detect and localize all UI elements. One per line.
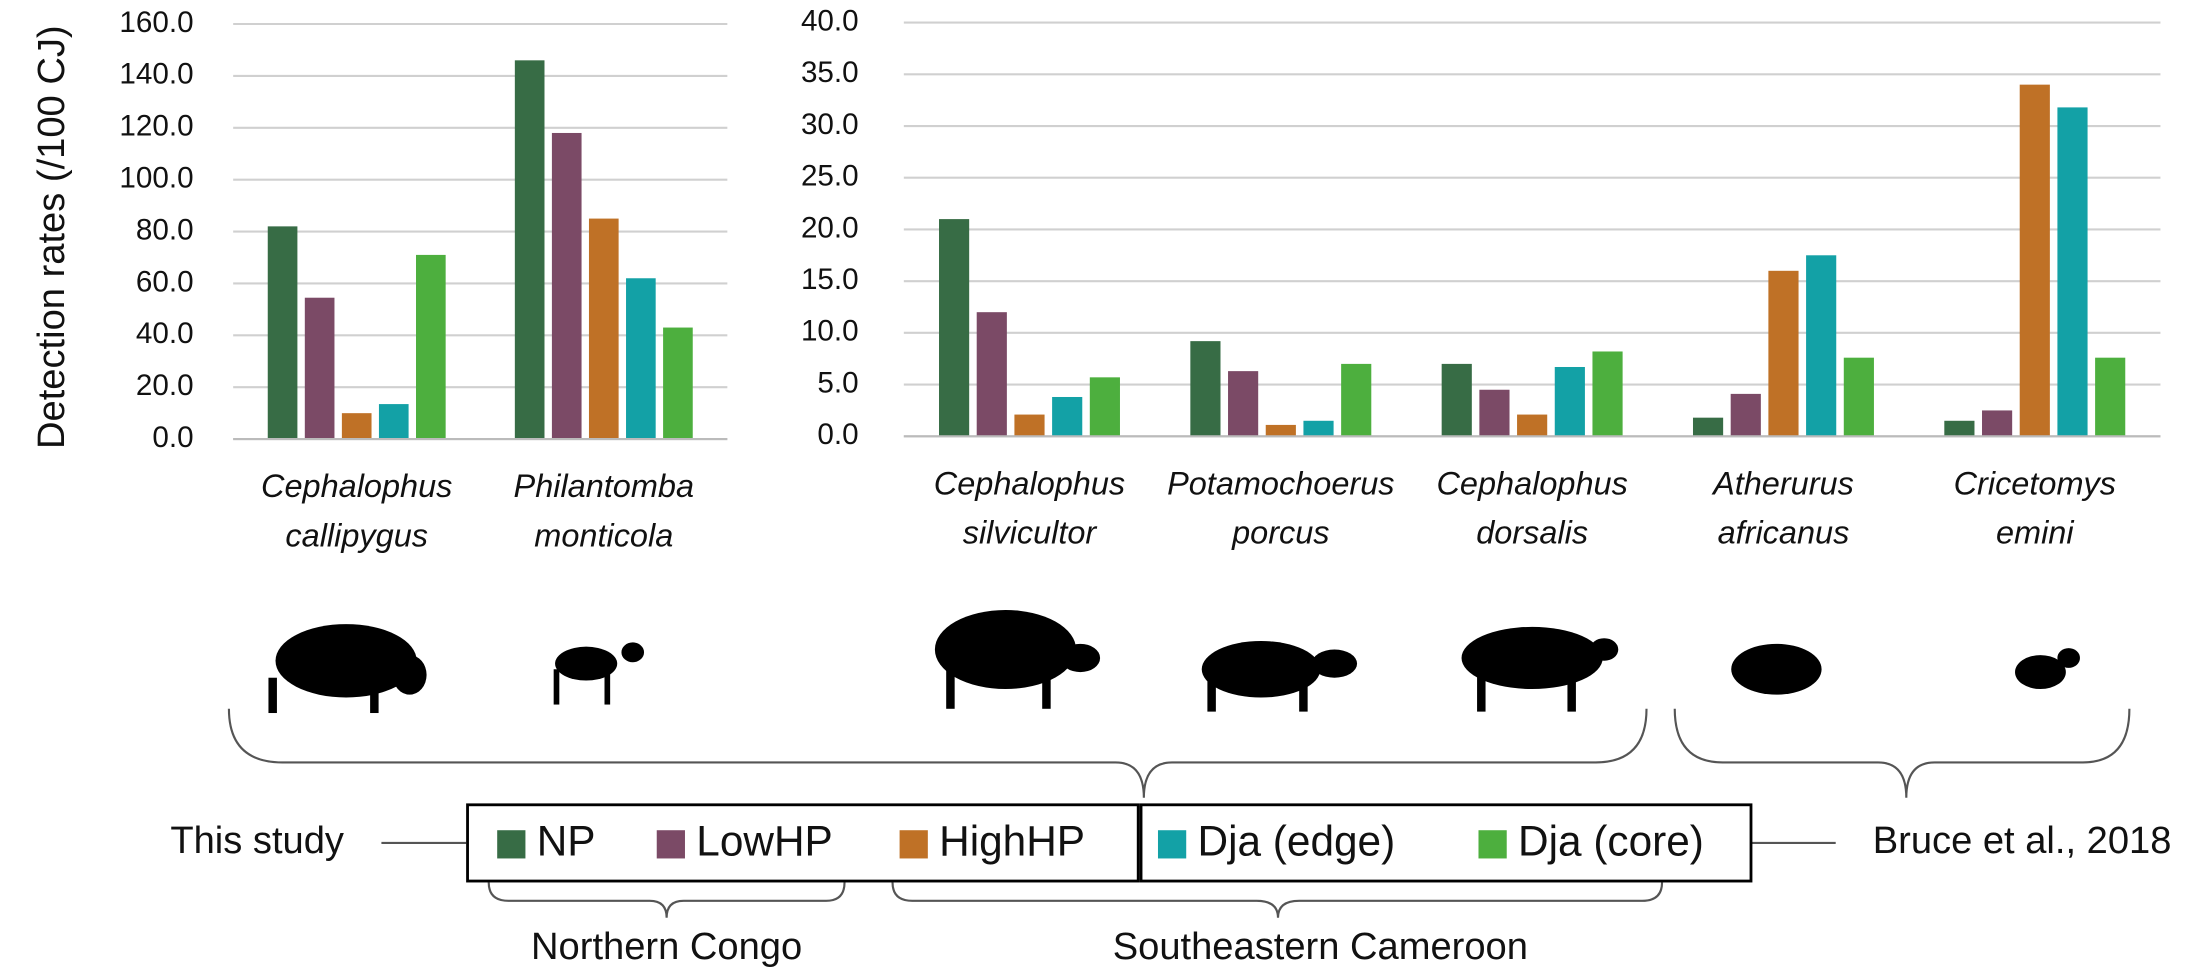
y-tick-label: 0.0 (817, 418, 858, 451)
bar (1944, 420, 1975, 437)
annotation: This study (170, 819, 344, 862)
y-tick-label: 5.0 (817, 366, 858, 399)
y-tick-label: 40.0 (801, 4, 859, 37)
bar (1441, 363, 1472, 437)
bar (588, 218, 619, 440)
bar (2057, 107, 2088, 437)
annotation: Northern Congo (531, 925, 802, 968)
x-tick-label: Atherurus (1711, 465, 1854, 501)
legend-box (466, 803, 1753, 883)
x-tick-label: Cephalophus (1436, 465, 1627, 501)
legend-swatch (1478, 830, 1507, 859)
legend-label: Dja (edge) (1198, 818, 1396, 865)
bar (1014, 414, 1045, 437)
y-tick-label: 160.0 (119, 6, 193, 39)
bar (341, 413, 372, 440)
x-tick-label: dorsalis (1476, 515, 1588, 551)
bar (1692, 417, 1724, 437)
x-tick-label: africanus (1718, 515, 1850, 551)
bar (1592, 351, 1623, 437)
bar (551, 132, 582, 440)
bar (267, 226, 298, 440)
bar (663, 327, 693, 440)
legend-swatch (497, 830, 526, 859)
x-tick-label: Cephalophus (934, 465, 1125, 501)
y-tick-label: 35.0 (801, 56, 859, 89)
bar (378, 404, 409, 440)
y-tick-label: 20.0 (801, 211, 859, 244)
bar (1768, 270, 1799, 437)
legend-label: NP (537, 818, 596, 865)
x-tick-label: emini (1996, 515, 2074, 551)
x-tick-label: callipygus (285, 518, 428, 554)
y-tick-label: 120.0 (119, 110, 193, 143)
bar (1341, 363, 1372, 437)
bar (514, 60, 545, 440)
braces (227, 708, 2131, 918)
y-tick-label: 140.0 (119, 58, 193, 91)
bar (1843, 357, 1874, 437)
legend-label: LowHP (696, 818, 833, 865)
y-tick-label: 80.0 (136, 213, 194, 246)
y-tick-label: 25.0 (801, 160, 859, 193)
y-tick-label: 10.0 (801, 315, 859, 348)
bar (626, 278, 656, 440)
bar (1052, 396, 1083, 437)
bar (1517, 414, 1548, 437)
annotation: Bruce et al., 2018 (1873, 819, 2172, 862)
legend-swatch (656, 830, 685, 859)
y-tick-label: 15.0 (801, 263, 859, 296)
x-tick-label: Potamochoerus (1167, 465, 1394, 501)
x-tick-label: Philantomba (514, 468, 695, 504)
x-tick-label: Cephalophus (261, 468, 452, 504)
bar (2019, 84, 2050, 437)
y-tick-label: 20.0 (136, 369, 194, 402)
legend-label: Dja (core) (1518, 818, 1704, 865)
bar (1982, 410, 2013, 437)
bar (939, 219, 970, 437)
bar (1806, 255, 1837, 437)
silhouettes (268, 609, 2080, 714)
x-tick-label: silvicultor (963, 515, 1098, 551)
y-tick-label: 0.0 (152, 421, 193, 454)
x-tick-label: porcus (1231, 515, 1329, 551)
x-tick-label: Cricetomys (1954, 465, 2116, 501)
bar (1730, 393, 1761, 437)
bar (1190, 341, 1221, 437)
legend-swatch (899, 830, 928, 859)
y-axis-label: Detection rates (/100 CJ) (30, 25, 73, 449)
bar (2095, 357, 2126, 437)
bar (1089, 377, 1120, 437)
annotation: Southeastern Cameroon (1113, 925, 1528, 968)
bar (976, 312, 1007, 437)
bar (1303, 420, 1334, 437)
y-tick-label: 30.0 (801, 108, 859, 141)
bar (304, 297, 335, 440)
legend-label: HighHP (939, 818, 1085, 865)
bar (1265, 424, 1296, 437)
y-tick-label: 60.0 (136, 265, 194, 298)
y-tick-label: 100.0 (119, 161, 193, 194)
bar (416, 254, 446, 440)
y-tick-label: 40.0 (136, 317, 194, 350)
legend-swatch (1157, 830, 1187, 859)
bar (1554, 366, 1585, 437)
x-tick-label: monticola (534, 518, 673, 554)
bar (1479, 389, 1510, 437)
bar (1228, 371, 1259, 437)
